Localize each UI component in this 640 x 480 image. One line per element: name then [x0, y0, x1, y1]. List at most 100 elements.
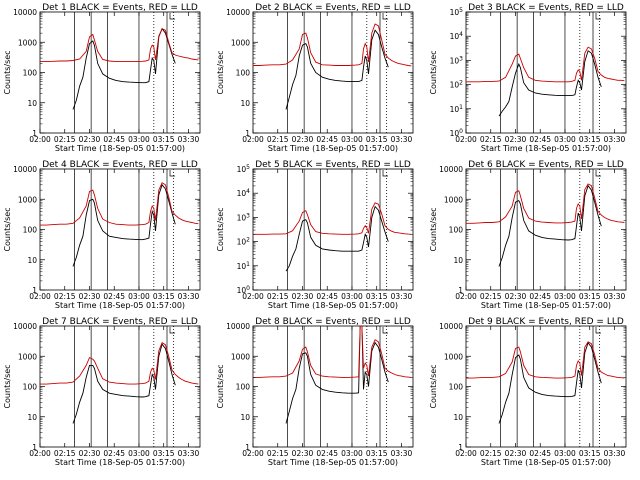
x-tick-label: 02:00	[29, 292, 51, 301]
y-tick-label: 102	[237, 237, 251, 247]
y-tick-label: 1	[32, 443, 37, 452]
x-tick-label: 03:00	[554, 135, 576, 144]
legend-stub	[382, 13, 389, 20]
x-tick-label: 03:30	[178, 135, 200, 144]
y-tick-label: 100	[449, 226, 464, 235]
y-tick-label: 1	[32, 129, 37, 138]
series-line-lld	[40, 28, 199, 63]
chart-title: Det 3 BLACK = Events, RED = LLD	[468, 3, 624, 13]
x-tick-label: 02:00	[455, 449, 477, 458]
x-tick-label: 02:15	[267, 449, 289, 458]
x-tick-label: 02:15	[480, 449, 502, 458]
y-tick-label: 104	[450, 31, 464, 41]
chart-panel-3: Det 3 BLACK = Events, RED = LLD 02:00 02:1…	[429, 3, 627, 153]
plot-frame	[39, 168, 201, 291]
x-tick-label: 02:30	[292, 135, 314, 144]
y-tick-label: 100	[236, 69, 251, 78]
plot-frame	[39, 11, 201, 134]
plot-frame	[252, 168, 414, 291]
y-tick-label: 1000	[18, 195, 37, 204]
y-tick-label: 100	[23, 226, 38, 235]
x-tick-label: 02:30	[505, 292, 527, 301]
y-tick-label: 1	[245, 443, 250, 452]
y-tick-label: 10000	[13, 8, 37, 17]
x-tick-label: 03:30	[391, 292, 413, 301]
y-tick-label: 1000	[18, 38, 37, 47]
series-line-events	[498, 341, 602, 424]
y-tick-label: 1000	[444, 352, 463, 361]
legend-stub	[382, 327, 389, 334]
x-axis-label: Start Time (18-Sep-05 01:57:00)	[268, 458, 398, 467]
x-tick-label: 03:30	[391, 135, 413, 144]
plot-frame	[465, 168, 627, 291]
x-tick-label: 02:45	[316, 135, 338, 144]
x-tick-label: 03:30	[604, 292, 626, 301]
series-line-events	[498, 50, 602, 117]
chart-title: Det 2 BLACK = Events, RED = LLD	[255, 3, 411, 13]
legend-stub	[169, 170, 176, 177]
y-tick-label: 100	[450, 128, 464, 138]
chart-title: Det 7 BLACK = Events, RED = LLD	[42, 317, 198, 327]
y-tick-label: 105	[450, 7, 464, 17]
y-tick-label: 1	[458, 443, 463, 452]
y-tick-label: 100	[237, 285, 251, 295]
plot-frame	[252, 325, 414, 448]
x-tick-label: 03:30	[178, 292, 200, 301]
chart-panel-1: Det 1 BLACK = Events, RED = LLD 02:00 02:1…	[3, 3, 201, 153]
y-tick-label: 10000	[226, 322, 250, 331]
x-tick-label: 02:45	[103, 135, 125, 144]
x-tick-label: 02:30	[505, 135, 527, 144]
y-tick-label: 1	[458, 286, 463, 295]
series-line-lld	[253, 23, 412, 67]
x-tick-label: 03:00	[341, 135, 363, 144]
series-line-lld	[466, 46, 625, 83]
x-axis-label: Start Time (18-Sep-05 01:57:00)	[268, 144, 398, 153]
y-tick-label: 10000	[226, 8, 250, 17]
y-axis-label: Counts/sec	[3, 364, 12, 408]
x-tick-label: 03:15	[153, 292, 175, 301]
x-tick-label: 03:30	[604, 449, 626, 458]
y-axis-label: Counts/sec	[429, 207, 438, 251]
x-tick-label: 03:15	[153, 449, 175, 458]
chart-title: Det 9 BLACK = Events, RED = LLD	[468, 317, 624, 327]
y-tick-label: 10	[27, 256, 37, 265]
legend-stub	[169, 13, 176, 20]
chart-title: Det 6 BLACK = Events, RED = LLD	[468, 160, 624, 170]
series-line-lld	[466, 183, 625, 224]
x-tick-label: 03:15	[366, 292, 388, 301]
plot-frame	[465, 11, 627, 134]
y-axis-label: Counts/sec	[3, 207, 12, 251]
x-tick-label: 03:00	[128, 292, 150, 301]
x-tick-label: 03:15	[579, 135, 601, 144]
chart-panel-9: Det 9 BLACK = Events, RED = LLD 02:00 02:1…	[429, 317, 627, 467]
series-line-events	[72, 183, 176, 267]
x-tick-label: 02:30	[79, 135, 101, 144]
x-axis-label: Start Time (18-Sep-05 01:57:00)	[55, 144, 185, 153]
x-tick-label: 03:00	[554, 449, 576, 458]
y-tick-label: 10	[453, 256, 463, 265]
x-tick-label: 02:00	[29, 135, 51, 144]
series-line-lld	[40, 342, 199, 385]
y-tick-label: 10000	[439, 322, 463, 331]
series-line-lld	[466, 341, 625, 379]
y-tick-label: 1000	[18, 352, 37, 361]
chart-title: Det 5 BLACK = Events, RED = LLD	[255, 160, 411, 170]
x-tick-label: 02:30	[292, 292, 314, 301]
y-tick-label: 102	[450, 80, 464, 90]
x-tick-label: 03:30	[604, 135, 626, 144]
y-tick-label: 104	[237, 188, 251, 198]
x-tick-label: 02:15	[54, 292, 76, 301]
y-tick-label: 101	[450, 104, 464, 114]
chart-title: Det 8 BLACK = Events, RED = LLD	[255, 317, 411, 327]
x-tick-label: 02:00	[242, 135, 264, 144]
chart-panel-8: Det 8 BLACK = Events, RED = LLD 02:00 02:1…	[216, 317, 414, 467]
x-axis-label: Start Time (18-Sep-05 01:57:00)	[55, 458, 185, 467]
y-tick-label: 10000	[13, 165, 37, 174]
legend-stub	[595, 327, 602, 334]
x-tick-label: 03:00	[554, 292, 576, 301]
chart-title: Det 1 BLACK = Events, RED = LLD	[42, 3, 198, 13]
plot-frame	[39, 325, 201, 448]
x-axis-label: Start Time (18-Sep-05 01:57:00)	[55, 301, 185, 310]
y-tick-label: 101	[237, 261, 251, 271]
chart-panel-2: Det 2 BLACK = Events, RED = LLD 02:00 02:1…	[216, 3, 414, 153]
